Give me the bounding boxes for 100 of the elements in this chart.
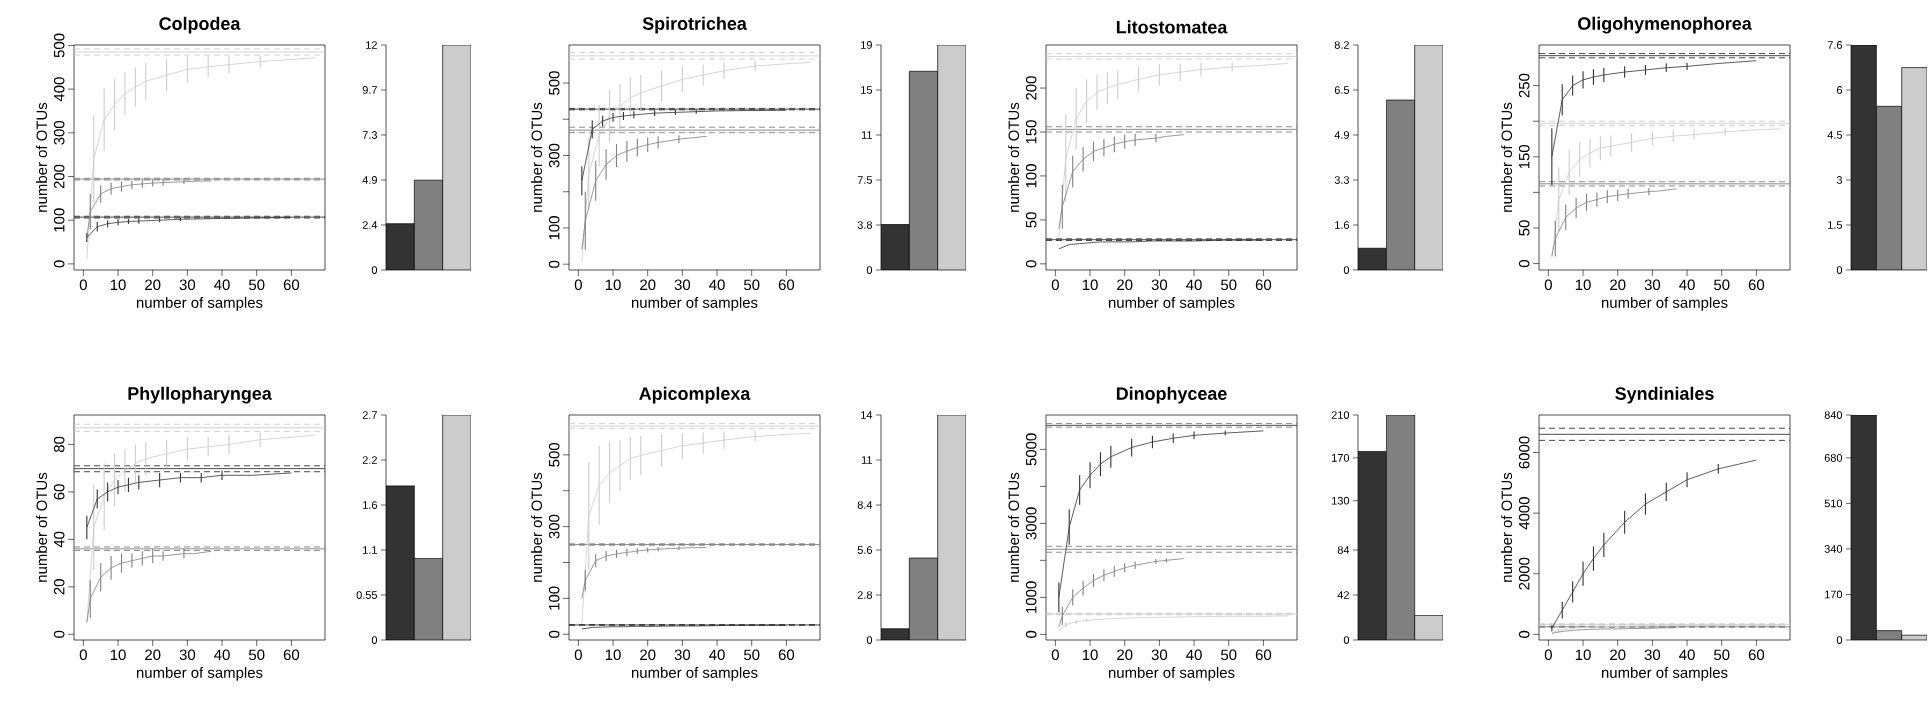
- y-tick-label: 20: [53, 579, 65, 595]
- chart-title: Syndiniales: [1615, 386, 1714, 404]
- x-axis-title: number of samples: [1601, 666, 1728, 681]
- y-tick-label: 150: [1518, 144, 1530, 169]
- x-tick-label: 10: [605, 649, 621, 661]
- y-axis-title: number of OTUs: [1501, 102, 1513, 212]
- x-tick-label: 40: [1679, 279, 1695, 291]
- x-tick-label: 50: [1221, 279, 1237, 291]
- x-tick-label: 30: [1644, 649, 1661, 661]
- y-tick-label: 130: [1332, 496, 1350, 505]
- y-tick-label: 200: [1025, 76, 1037, 100]
- chart-title: Dinophyceae: [1116, 386, 1227, 404]
- y-tick-label: 11: [861, 131, 872, 139]
- x-tick-label: 10: [1082, 279, 1098, 291]
- y-tick-label: 0: [1025, 630, 1037, 638]
- x-tick-label: 20: [1117, 649, 1133, 661]
- y-tick-label: 300: [548, 514, 560, 539]
- x-tick-label: 50: [744, 279, 760, 291]
- x-tick-label: 40: [709, 649, 725, 661]
- chart-title: Spirotrichea: [642, 16, 747, 34]
- y-tick-label: 0: [1025, 260, 1037, 268]
- y-tick-label: 0: [1343, 266, 1350, 274]
- y-tick-label: 2.8: [857, 591, 873, 599]
- x-axis-title: number of samples: [136, 296, 263, 311]
- y-tick-label: 15: [861, 86, 873, 94]
- y-tick-label: 4.9: [362, 176, 377, 184]
- x-tick-label: 0: [1051, 649, 1059, 661]
- x-tick-label: 60: [283, 279, 300, 291]
- y-tick-label: 0: [1518, 260, 1530, 268]
- y-tick-label: 3000: [1025, 507, 1037, 540]
- x-tick-label: 40: [709, 279, 725, 291]
- x-tick-label: 20: [640, 279, 656, 291]
- x-tick-label: 50: [1714, 649, 1730, 661]
- x-tick-label: 10: [1575, 279, 1591, 291]
- x-tick-label: 0: [79, 649, 87, 661]
- x-tick-label: 0: [574, 649, 582, 661]
- x-axis-title: number of samples: [631, 296, 758, 311]
- x-tick-label: 20: [640, 649, 656, 661]
- x-tick-label: 0: [1544, 279, 1552, 291]
- x-tick-label: 60: [778, 279, 795, 291]
- y-tick-label: 0: [548, 630, 560, 638]
- y-tick-label: 1.5: [1828, 221, 1843, 229]
- x-axis-title: number of samples: [1108, 296, 1235, 311]
- x-axis-title: number of samples: [1601, 296, 1728, 311]
- y-tick-label: 500: [53, 33, 65, 58]
- x-tick-label: 60: [1748, 279, 1765, 291]
- x-axis-title: number of samples: [136, 666, 263, 681]
- x-axis-title: number of samples: [631, 666, 758, 681]
- y-tick-label: 0: [53, 630, 65, 638]
- x-tick-label: 40: [214, 649, 230, 661]
- y-tick-label: 0: [1343, 636, 1350, 644]
- y-axis-title: number of OTUs: [531, 102, 543, 212]
- y-tick-label: 5000: [1025, 433, 1037, 466]
- y-tick-label: 40: [53, 531, 65, 548]
- y-tick-label: 100: [548, 586, 560, 610]
- x-tick-label: 30: [674, 649, 691, 661]
- y-tick-label: 100: [1025, 164, 1037, 188]
- x-tick-label: 50: [744, 649, 760, 661]
- x-tick-label: 60: [1255, 279, 1272, 291]
- y-tick-label: 4000: [1518, 497, 1530, 530]
- y-tick-label: 0: [866, 636, 873, 644]
- y-axis-title: number of OTUs: [1008, 102, 1020, 212]
- x-tick-label: 50: [248, 649, 265, 661]
- y-tick-label: 2.7: [362, 411, 377, 419]
- x-tick-label: 60: [1255, 649, 1272, 661]
- y-tick-label: 1.6: [363, 501, 377, 509]
- y-tick-label: 7.6: [1827, 41, 1843, 49]
- y-tick-label: 6: [1836, 86, 1843, 94]
- y-tick-label: 1.1: [363, 546, 377, 554]
- x-tick-label: 10: [1575, 649, 1591, 661]
- y-tick-label: 6.5: [1334, 86, 1350, 94]
- y-tick-label: 150: [1025, 120, 1037, 144]
- y-tick-label: 1000: [1025, 581, 1037, 613]
- x-tick-label: 30: [179, 649, 196, 661]
- y-tick-label: 6000: [1518, 436, 1530, 469]
- x-tick-label: 10: [110, 279, 126, 291]
- y-tick-label: 2.2: [362, 456, 377, 464]
- y-axis-title: number of OTUs: [36, 102, 48, 212]
- y-axis-title: number of OTUs: [531, 472, 543, 582]
- y-tick-label: 0: [866, 266, 873, 274]
- y-tick-label: 100: [548, 216, 560, 240]
- y-axis-title: number of OTUs: [36, 472, 48, 582]
- x-axis-title: number of samples: [1108, 666, 1235, 681]
- y-tick-label: 510: [1824, 499, 1843, 508]
- x-tick-label: 20: [145, 649, 161, 661]
- y-tick-label: 300: [53, 120, 65, 145]
- y-tick-label: 8.4: [857, 501, 873, 509]
- y-tick-label: 170: [1825, 590, 1843, 599]
- x-tick-label: 10: [110, 649, 126, 661]
- y-tick-label: 0: [371, 266, 378, 274]
- y-tick-label: 12: [366, 41, 377, 49]
- y-tick-label: 60: [53, 484, 65, 500]
- x-tick-label: 0: [79, 279, 87, 291]
- chart-title: Oligohymenophorea: [1578, 16, 1752, 34]
- chart-title: Apicomplexa: [639, 386, 751, 404]
- x-tick-label: 50: [1714, 279, 1730, 291]
- y-tick-label: 200: [53, 164, 65, 189]
- x-tick-label: 0: [1051, 279, 1059, 291]
- x-tick-label: 0: [574, 279, 582, 291]
- y-tick-label: 300: [548, 143, 560, 168]
